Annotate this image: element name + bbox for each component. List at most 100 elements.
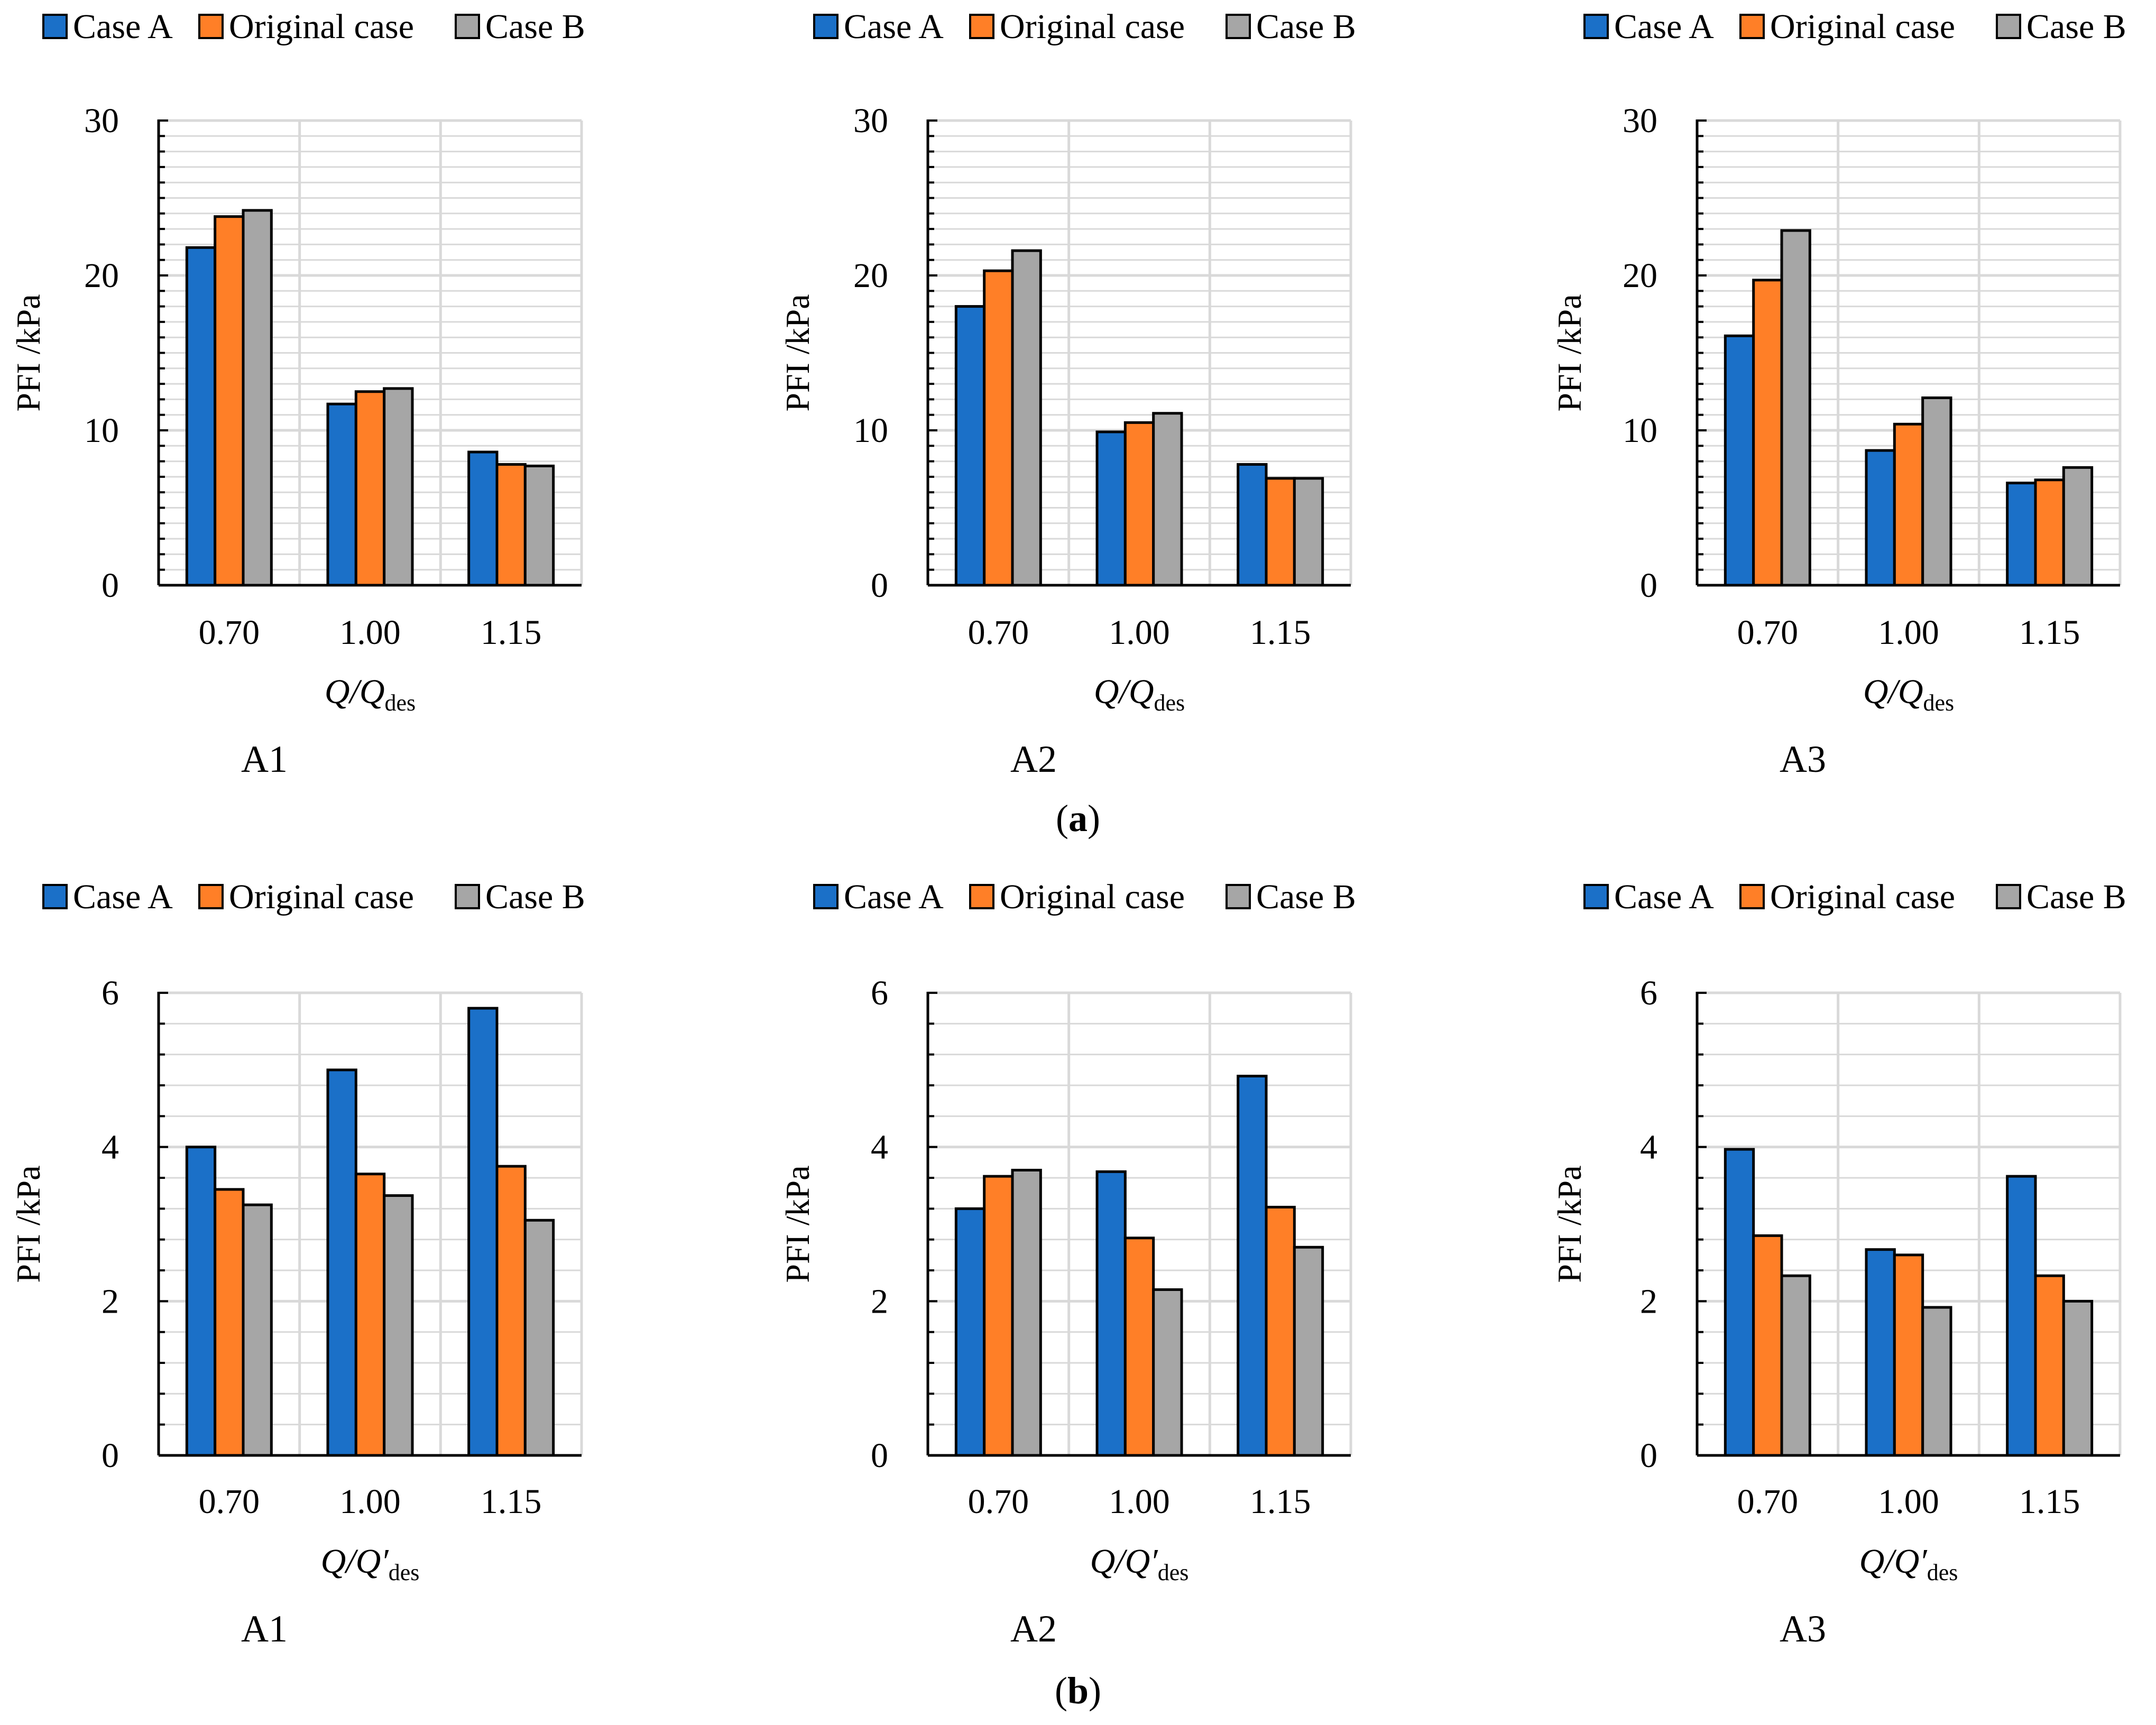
bar-case-a-0.70 <box>1724 1148 1755 1457</box>
y-tick-label: 0 <box>871 1436 888 1475</box>
bar-case-b-1.15 <box>523 1219 555 1457</box>
legend-swatch-case-b <box>1996 14 2021 39</box>
legend-label-case-b: Case B <box>1256 7 1356 46</box>
x-axis-label: Q/Qdes <box>1094 672 1185 716</box>
y-tick-label: 20 <box>1623 256 1657 295</box>
y-axis-label: PFI /kPa <box>1551 294 1588 411</box>
legend-swatch-original-case <box>969 884 994 909</box>
legend-label-case-b: Case B <box>485 7 585 46</box>
bar-case-a-0.70 <box>954 305 986 587</box>
legend-label-original-case: Original case <box>229 878 414 916</box>
legend-swatch-original-case <box>1739 14 1765 39</box>
x-tick-label: 1.15 <box>1250 613 1311 652</box>
bar-case-b-1.15 <box>2062 466 2094 587</box>
x-tick-label: 0.70 <box>199 1482 260 1521</box>
bar-case-b-1.00 <box>1921 1306 1952 1457</box>
bar-case-a-1.15 <box>2006 482 2037 587</box>
bar-original-case-0.70 <box>1752 1234 1783 1457</box>
bar-case-b-1.00 <box>383 387 414 587</box>
subplot-title: A1 <box>241 738 288 780</box>
bar-original-case-1.00 <box>1893 422 1924 587</box>
chart-a-a1: 0.70 1.00 1.15 0 10 20 30 PFI /kPa Q/Qdes A1 Case … <box>10 7 585 780</box>
y-tick-label: 0 <box>1640 1436 1657 1475</box>
legend-label-case-a: Case A <box>844 7 944 46</box>
legend-swatch-case-a <box>42 884 68 909</box>
chart-a-a2: 0.70 1.00 1.15 0 10 20 30 PFI /kPa Q/Qdes A2 Case … <box>779 7 1356 780</box>
x-axis-label-subscript: des <box>1154 690 1185 716</box>
legend-swatch-case-b <box>455 884 480 909</box>
chart-a-a3: 0.70 1.00 1.15 0 10 20 30 PFI /kPa Q/Qdes A3 Case … <box>1551 7 2126 780</box>
chart-b-a1: 0.70 1.00 1.15 0 2 4 6 PFI /kPa Q/Q′des A1 Case A O… <box>10 878 585 1650</box>
legend-swatch-original-case <box>969 14 994 39</box>
legend: Case A Original case Case B <box>1583 878 2126 916</box>
bar-original-case-1.15 <box>1265 477 1296 587</box>
bar-original-case-1.00 <box>1123 1237 1155 1457</box>
legend-swatch-case-b <box>1226 884 1251 909</box>
bar-case-a-1.00 <box>326 1068 357 1457</box>
x-tick-label: 1.15 <box>481 1482 542 1521</box>
y-axis-label: PFI /kPa <box>1551 1165 1588 1283</box>
bar-case-b-1.15 <box>1293 477 1324 587</box>
x-tick-label: 1.15 <box>2019 613 2080 652</box>
y-tick-label: 6 <box>102 974 119 1012</box>
x-axis-label-main: Q/Q <box>325 672 385 711</box>
bar-case-b-0.70 <box>242 1203 273 1457</box>
bar-case-b-1.00 <box>1152 412 1183 587</box>
legend-swatch-case-a <box>813 14 839 39</box>
bar-case-b-1.00 <box>383 1194 414 1457</box>
y-tick-label: 30 <box>1623 102 1657 140</box>
subplot-title: A1 <box>241 1608 288 1650</box>
bar-case-a-1.15 <box>2006 1175 2037 1457</box>
bar-case-a-1.00 <box>326 402 357 587</box>
bar-case-b-0.70 <box>1780 1274 1811 1457</box>
bar-case-b-1.15 <box>523 464 555 587</box>
legend-swatch-case-a <box>1583 884 1609 909</box>
x-tick-label: 1.15 <box>481 613 542 652</box>
caption-b: (b) <box>1055 1669 1101 1712</box>
y-tick-label: 4 <box>1640 1128 1657 1167</box>
legend-label-case-a: Case A <box>1614 878 1714 916</box>
legend-label-original-case: Original case <box>1000 878 1185 916</box>
bar-case-a-1.00 <box>1095 430 1127 587</box>
legend-label-case-a: Case A <box>1614 7 1714 46</box>
legend: Case A Original case Case B <box>42 878 585 916</box>
y-tick-label: 4 <box>102 1128 119 1167</box>
legend-swatch-case-b <box>1226 14 1251 39</box>
bar-original-case-1.15 <box>495 1165 527 1457</box>
y-tick-label: 0 <box>871 566 888 605</box>
x-tick-label: 1.00 <box>1109 613 1170 652</box>
y-tick-label: 0 <box>1640 566 1657 605</box>
bar-original-case-1.15 <box>2034 1274 2065 1457</box>
bar-case-b-0.70 <box>1011 249 1042 587</box>
legend: Case A Original case Case B <box>813 7 1356 46</box>
bar-case-a-1.00 <box>1095 1170 1127 1457</box>
y-tick-label: 2 <box>102 1282 119 1321</box>
y-tick-label: 6 <box>871 974 888 1012</box>
bar-case-a-1.15 <box>467 1007 499 1457</box>
x-tick-label: 1.00 <box>1878 1482 1939 1521</box>
y-axis-label: PFI /kPa <box>10 1165 47 1283</box>
x-tick-label: 0.70 <box>968 1482 1029 1521</box>
bar-original-case-0.70 <box>214 1188 245 1457</box>
y-tick-label: 10 <box>84 411 119 450</box>
bar-case-a-1.00 <box>1865 449 1896 587</box>
y-tick-label: 10 <box>1623 411 1657 450</box>
x-tick-label: 0.70 <box>1737 613 1799 652</box>
bar-case-a-1.15 <box>467 450 499 587</box>
legend-label-case-b: Case B <box>1256 878 1356 916</box>
chart-b-a3: 0.70 1.00 1.15 0 2 4 6 PFI /kPa Q/Q′des A3 Case A O… <box>1551 878 2126 1650</box>
x-axis-label: Q/Qdes <box>1863 672 1954 716</box>
legend-swatch-case-b <box>1996 884 2021 909</box>
x-axis-label: Q/Q′des <box>1090 1542 1189 1585</box>
y-tick-label: 10 <box>853 411 888 450</box>
bar-original-case-1.15 <box>495 463 527 587</box>
y-tick-label: 20 <box>84 256 119 295</box>
bar-original-case-1.15 <box>1265 1205 1296 1457</box>
x-tick-label: 1.00 <box>339 613 401 652</box>
x-axis-label: Q/Qdes <box>325 672 416 716</box>
legend: Case A Original case Case B <box>813 878 1356 916</box>
bar-original-case-1.00 <box>354 1173 386 1457</box>
